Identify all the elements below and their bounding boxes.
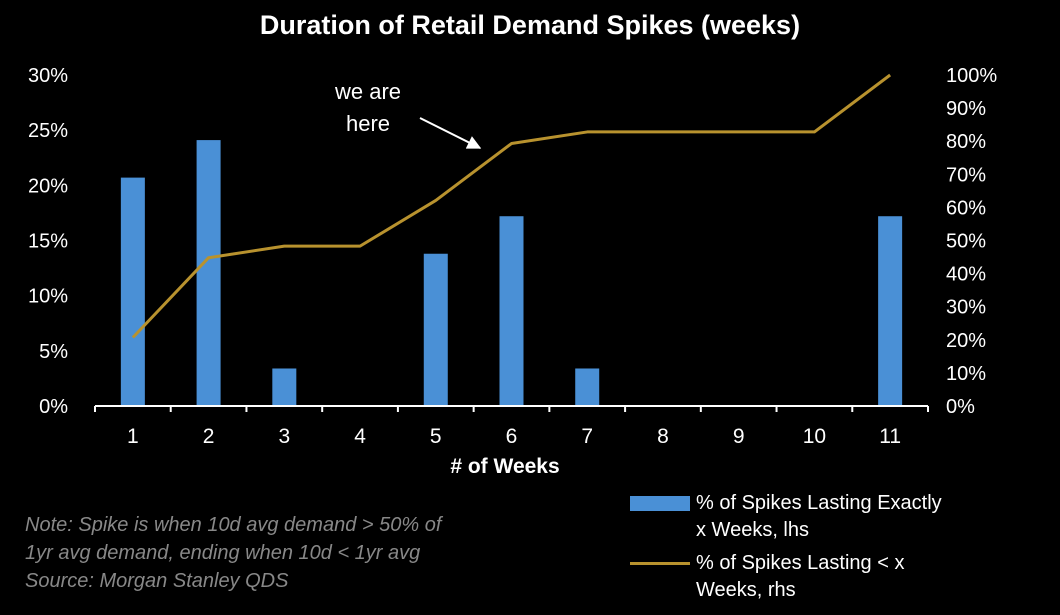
footnote-line-2: 1yr avg demand, ending when 10d < 1yr av… [25,542,421,564]
right-tick-label: 80% [946,131,986,153]
bar [423,253,448,406]
x-tick-label: 10 [803,425,826,448]
cumulative-line [131,73,892,339]
bar [120,177,145,406]
footnote: Note: Spike is when 10d avg demand > 50%… [25,511,441,595]
bar [878,216,903,406]
left-tick-label: 10% [28,286,68,308]
left-tick-label: 5% [39,341,68,363]
bar-series [120,140,903,406]
bar [272,368,297,406]
legend-line-line-1: % of Spikes Lasting < x [696,552,905,574]
left-tick-label: 15% [28,231,68,253]
legend-bar-swatch [630,496,690,511]
line-series [131,73,892,339]
x-axis: 1 2 3 4 5 6 7 8 9 10 11 [94,405,929,448]
legend: % of Spikes Lasting Exactly x Weeks, lhs… [630,490,1055,610]
legend-bars-line-1: % of Spikes Lasting Exactly [696,492,942,514]
bar [575,368,600,406]
annotation: we are here [318,76,418,140]
left-tick-label: 20% [28,175,68,197]
x-tick-label: 4 [354,425,366,448]
x-tick-label: 1 [127,425,139,448]
bar [196,140,221,406]
footnote-line-1: Note: Spike is when 10d avg demand > 50%… [25,514,442,536]
right-tick-label: 10% [946,363,986,385]
x-tick-label: 7 [581,425,593,448]
right-tick-label: 100% [946,65,997,87]
legend-line-swatch [630,562,690,565]
x-tick-label: 9 [733,425,745,448]
right-tick-label: 30% [946,297,986,319]
left-tick-label: 30% [28,65,68,87]
footnote-source: Source: Morgan Stanley QDS [25,570,289,592]
bar [499,216,524,406]
left-y-axis: 0% 5% 10% 15% 20% 25% 30% [28,65,68,418]
right-tick-label: 40% [946,264,986,286]
x-tick-label: 8 [657,425,669,448]
legend-label-bars: % of Spikes Lasting Exactly x Weeks, lhs [696,490,1055,544]
legend-item-line: % of Spikes Lasting < x Weeks, rhs [630,550,1055,604]
right-y-axis: 0% 10% 20% 30% 40% 50% 60% 70% 80% 90% 100% [946,65,997,418]
annotation-line-2: here [345,111,391,136]
legend-item-bars: % of Spikes Lasting Exactly x Weeks, lhs [630,490,1055,544]
left-tick-label: 0% [39,396,68,418]
x-tick-label: 5 [430,425,442,448]
annotation-arrow [419,117,482,149]
annotation-line-1: we are [334,79,402,104]
left-tick-label: 25% [28,120,68,142]
x-axis-label: # of Weeks [450,455,560,478]
right-tick-label: 0% [946,396,975,418]
legend-line-line-2: Weeks, rhs [696,579,796,601]
x-tick-label: 2 [203,425,215,448]
x-tick-label: 11 [879,425,901,448]
right-tick-label: 90% [946,98,986,120]
right-tick-label: 70% [946,164,986,186]
legend-label-line: % of Spikes Lasting < x Weeks, rhs [696,550,1055,604]
chart-title: Duration of Retail Demand Spikes (weeks) [259,10,801,40]
right-tick-label: 60% [946,197,986,219]
right-tick-label: 20% [946,330,986,352]
x-tick-label: 3 [278,425,290,448]
right-tick-label: 50% [946,231,986,253]
x-tick-label: 6 [506,425,518,448]
legend-bars-line-2: x Weeks, lhs [696,519,809,541]
